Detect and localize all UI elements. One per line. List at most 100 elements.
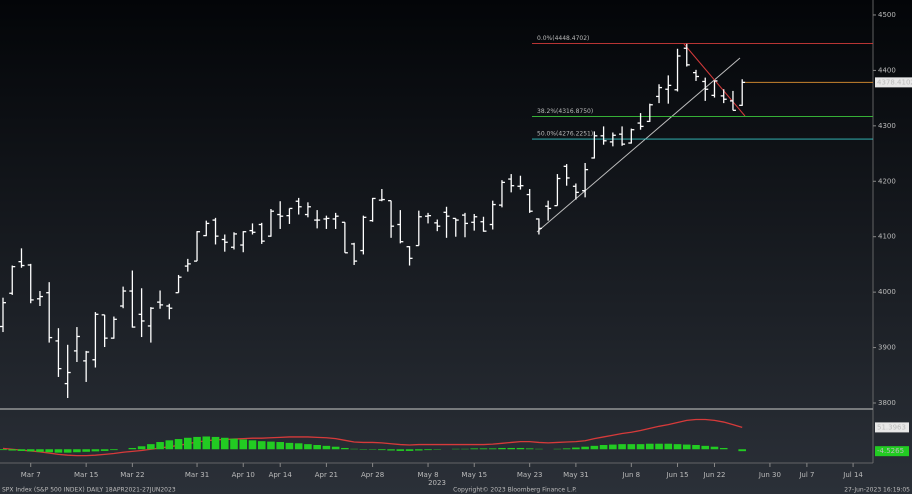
histogram-bar [636,444,645,450]
histogram-bar [405,449,414,451]
x-tick-label: May 31 [563,471,589,479]
x-tick-label: Apr 28 [361,471,384,479]
x-tick-label: Mar 7 [21,471,41,479]
histogram-bar [378,449,386,451]
histogram-bar [507,447,515,450]
histogram-bar [17,449,26,451]
histogram-bar [719,447,728,450]
histogram-bar [341,447,349,450]
x-tick-label: Apr 10 [232,471,255,479]
histogram-bar [220,437,229,450]
y-tick-label: 4100 [878,233,896,241]
histogram-bar [82,449,90,452]
histogram-bar [174,439,183,450]
y-tick-label: 4500 [878,11,896,19]
histogram-bar [73,449,81,453]
x-tick-label: May 8 [417,471,438,479]
value-label: 51.3963 [877,423,906,431]
histogram-bar [26,449,35,452]
y-tick-label: 3900 [878,344,896,352]
fib-label: 0.0%(4448.4702) [537,35,589,42]
histogram-bar [599,445,608,450]
histogram-bar [147,444,155,450]
value-box [875,422,909,433]
footer-right: 27-Jun-2023 16:19:05 [844,487,910,494]
histogram-bar [331,446,340,450]
histogram-bar [294,443,303,450]
histogram-bar [590,445,599,450]
y-tick-label: 4400 [878,66,896,74]
histogram-bar [54,449,63,453]
y-tick-label: 4200 [878,177,896,185]
histogram-bar [655,443,663,450]
histogram-bar [415,449,423,451]
value-box [875,446,909,457]
histogram-bar [156,442,164,450]
x-tick-label: Mar 22 [120,471,144,479]
histogram-bar [110,449,118,451]
histogram-bar [581,446,589,450]
histogram-bar [267,441,275,450]
histogram-bar [618,444,626,450]
histogram-bar [239,439,248,450]
histogram-bar [609,444,617,450]
x-tick-label: Jun 15 [665,471,688,479]
x-tick-label: May 15 [461,471,487,479]
footer-center: Copyright© 2023 Bloomberg Finance L.P. [453,487,577,494]
fib-label: 38.2%(4316.8750) [537,108,593,115]
histogram-bar [137,446,146,450]
last-price-label: 4378.4102 [877,78,912,86]
histogram-bar [682,444,691,450]
histogram-bar [202,436,211,450]
trend-line [536,57,741,233]
x-tick-label: Jun 8 [622,471,641,479]
x-tick-label: Jun 22 [702,471,725,479]
x-tick-label: Apr 21 [315,471,338,479]
histogram-bar [45,449,53,453]
histogram-bar [313,445,321,450]
x-tick-label: Jul 14 [842,471,863,479]
last-price-box [875,77,912,88]
trend-line [683,43,746,117]
histogram-bar [470,448,479,450]
histogram-bar [738,449,746,452]
histogram-bar [285,442,294,450]
oscillator-line [2,418,743,457]
histogram-bar [184,437,192,450]
fib-label: 50.0%(4276.2251) [537,131,593,138]
histogram-bar [673,444,682,450]
histogram-bar [257,441,266,450]
histogram-bar [572,447,580,450]
histogram-bar [664,443,673,450]
histogram-bar [36,449,44,452]
histogram-bar [63,449,72,453]
histogram-bar [211,436,220,450]
year-label: 2023 [428,479,446,487]
histogram-bar [387,449,395,451]
histogram-bar [525,448,534,450]
histogram-bar [701,445,710,450]
histogram-bar [692,445,700,450]
histogram-bar [8,449,17,451]
histogram-bar [424,449,432,451]
x-tick-label: Jul 7 [798,471,814,479]
histogram-bar [627,444,636,450]
x-tick-label: Mar 31 [185,471,209,479]
histogram-bar [193,436,201,450]
histogram-bar [562,448,571,450]
histogram-bar [276,442,284,450]
histogram-bar [710,446,719,450]
histogram-bar [100,449,109,451]
x-tick-label: Mar 15 [74,471,98,479]
histogram-bar [91,449,100,452]
histogram-bar [516,447,525,450]
histogram-bar [248,440,257,450]
y-tick-label: 4000 [878,288,896,296]
x-tick-label: May 23 [517,471,543,479]
histogram-bar [396,449,405,451]
histogram-bar [322,445,331,450]
histogram-bar [230,438,238,450]
